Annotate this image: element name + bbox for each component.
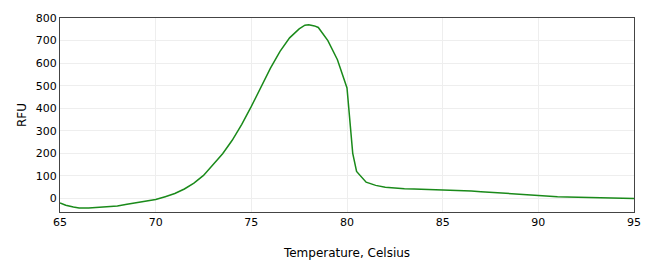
svg-text:65: 65 [53,216,67,229]
svg-text:0: 0 [50,192,57,205]
svg-text:300: 300 [36,125,57,138]
svg-text:90: 90 [531,216,545,229]
svg-text:85: 85 [436,216,450,229]
svg-text:700: 700 [36,34,57,47]
svg-text:75: 75 [244,216,258,229]
svg-text:RFU: RFU [15,103,29,127]
svg-text:80: 80 [340,216,354,229]
svg-text:Temperature, Celsius: Temperature, Celsius [283,246,410,260]
svg-text:200: 200 [36,147,57,160]
svg-text:95: 95 [627,216,641,229]
svg-text:600: 600 [36,57,57,70]
svg-text:70: 70 [149,216,163,229]
svg-text:100: 100 [36,170,57,183]
svg-text:400: 400 [36,102,57,115]
svg-text:500: 500 [36,80,57,93]
svg-text:800: 800 [36,12,57,25]
